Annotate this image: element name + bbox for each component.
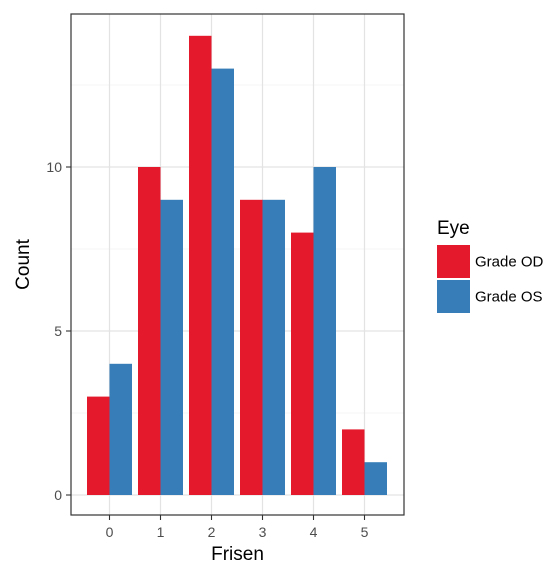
bar-grade-od-0 xyxy=(87,396,110,495)
x-tick-label: 5 xyxy=(361,524,369,540)
legend-title: Eye xyxy=(437,218,470,239)
bar-grade-od-3 xyxy=(240,199,263,496)
y-tick-label: 10 xyxy=(46,159,62,175)
bar-grade-os-2 xyxy=(211,68,234,495)
x-axis: 0 1 2 3 4 5 xyxy=(106,515,369,540)
x-tick-label: 1 xyxy=(157,524,165,540)
x-tick-label: 3 xyxy=(259,524,267,540)
bar-grade-os-1 xyxy=(160,199,183,496)
legend-key-grade-od xyxy=(437,245,470,278)
bar-grade-od-2 xyxy=(189,35,212,496)
bar-grade-os-3 xyxy=(262,199,285,496)
y-axis-title: Count xyxy=(13,238,34,289)
bars xyxy=(87,35,387,496)
y-tick-label: 5 xyxy=(54,323,62,339)
plot-border xyxy=(70,13,405,516)
legend: Eye Grade OD Grade OS xyxy=(437,218,544,313)
bar-grade-od-5 xyxy=(342,429,365,495)
legend-label: Grade OS xyxy=(475,289,543,306)
bar-grade-os-4 xyxy=(313,167,336,495)
x-axis-title: Frisen xyxy=(211,544,264,565)
x-tick-label: 4 xyxy=(310,524,318,540)
bar-grade-od-4 xyxy=(291,232,314,495)
bar-grade-os-5 xyxy=(364,462,387,495)
y-axis: 0 5 10 xyxy=(46,159,71,503)
legend-key-grade-os xyxy=(437,280,470,313)
bar-grade-os-0 xyxy=(109,363,132,495)
y-tick-label: 0 xyxy=(54,487,62,503)
bar-grade-od-1 xyxy=(138,167,161,495)
x-tick-label: 2 xyxy=(208,524,216,540)
x-tick-label: 0 xyxy=(106,524,114,540)
legend-label: Grade OD xyxy=(475,254,544,271)
plot-panel xyxy=(70,13,405,516)
